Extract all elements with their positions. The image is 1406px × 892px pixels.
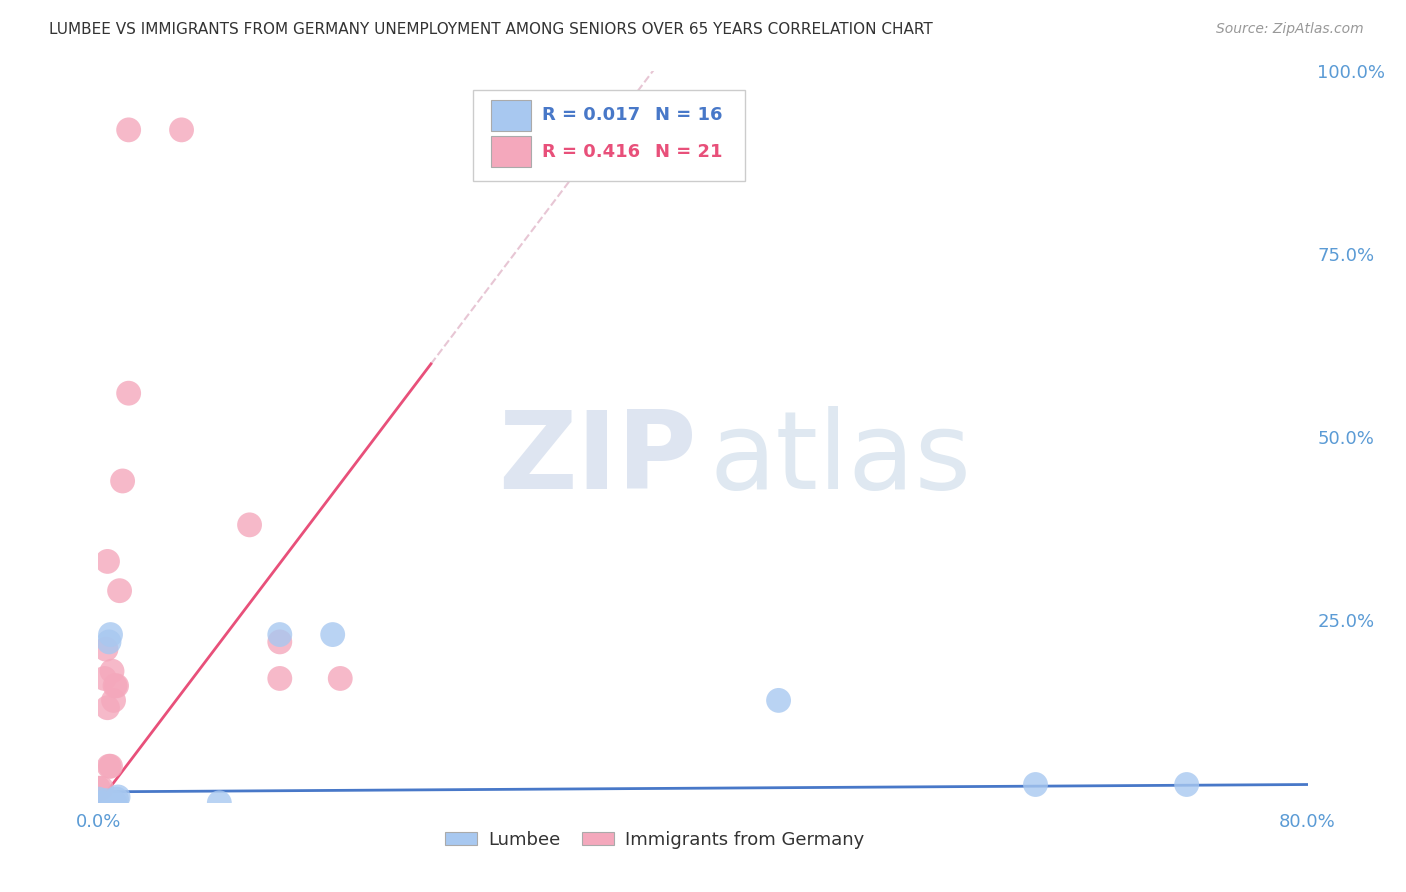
Text: atlas: atlas <box>709 406 972 512</box>
Point <box>105 679 128 693</box>
Point <box>105 792 128 806</box>
Point <box>269 672 291 686</box>
Point <box>107 789 129 804</box>
Point <box>103 693 125 707</box>
Point <box>269 635 291 649</box>
Point <box>98 759 121 773</box>
Point <box>87 792 110 806</box>
Text: R = 0.416: R = 0.416 <box>543 143 640 161</box>
FancyBboxPatch shape <box>492 100 531 130</box>
Point <box>93 672 115 686</box>
Text: ZIP: ZIP <box>499 406 697 512</box>
Point <box>118 386 141 401</box>
Text: N = 16: N = 16 <box>655 106 723 124</box>
Point <box>94 794 117 808</box>
Point <box>103 796 125 810</box>
Point <box>111 474 134 488</box>
Point <box>1175 778 1198 792</box>
Point <box>208 796 231 810</box>
Point <box>269 627 291 641</box>
Point <box>90 796 112 810</box>
Point <box>104 679 127 693</box>
FancyBboxPatch shape <box>474 90 745 181</box>
FancyBboxPatch shape <box>492 136 531 167</box>
Point <box>101 796 124 810</box>
Text: Source: ZipAtlas.com: Source: ZipAtlas.com <box>1216 22 1364 37</box>
Point <box>768 693 790 707</box>
Legend: Lumbee, Immigrants from Germany: Lumbee, Immigrants from Germany <box>437 823 872 856</box>
Point <box>100 627 122 641</box>
Point <box>108 583 131 598</box>
Point <box>329 672 352 686</box>
Point <box>94 642 117 657</box>
Point <box>87 781 110 796</box>
Text: LUMBEE VS IMMIGRANTS FROM GERMANY UNEMPLOYMENT AMONG SENIORS OVER 65 YEARS CORRE: LUMBEE VS IMMIGRANTS FROM GERMANY UNEMPL… <box>49 22 934 37</box>
Point <box>90 781 112 796</box>
Text: N = 21: N = 21 <box>655 143 723 161</box>
Point <box>1024 778 1046 792</box>
Point <box>104 796 127 810</box>
Point <box>322 627 344 641</box>
Point <box>98 635 121 649</box>
Point <box>100 759 122 773</box>
Text: R = 0.017: R = 0.017 <box>543 106 640 124</box>
Point <box>96 554 118 568</box>
Point <box>96 700 118 714</box>
Point <box>170 123 193 137</box>
Point <box>101 664 124 678</box>
Point <box>239 517 262 532</box>
Point <box>118 123 141 137</box>
